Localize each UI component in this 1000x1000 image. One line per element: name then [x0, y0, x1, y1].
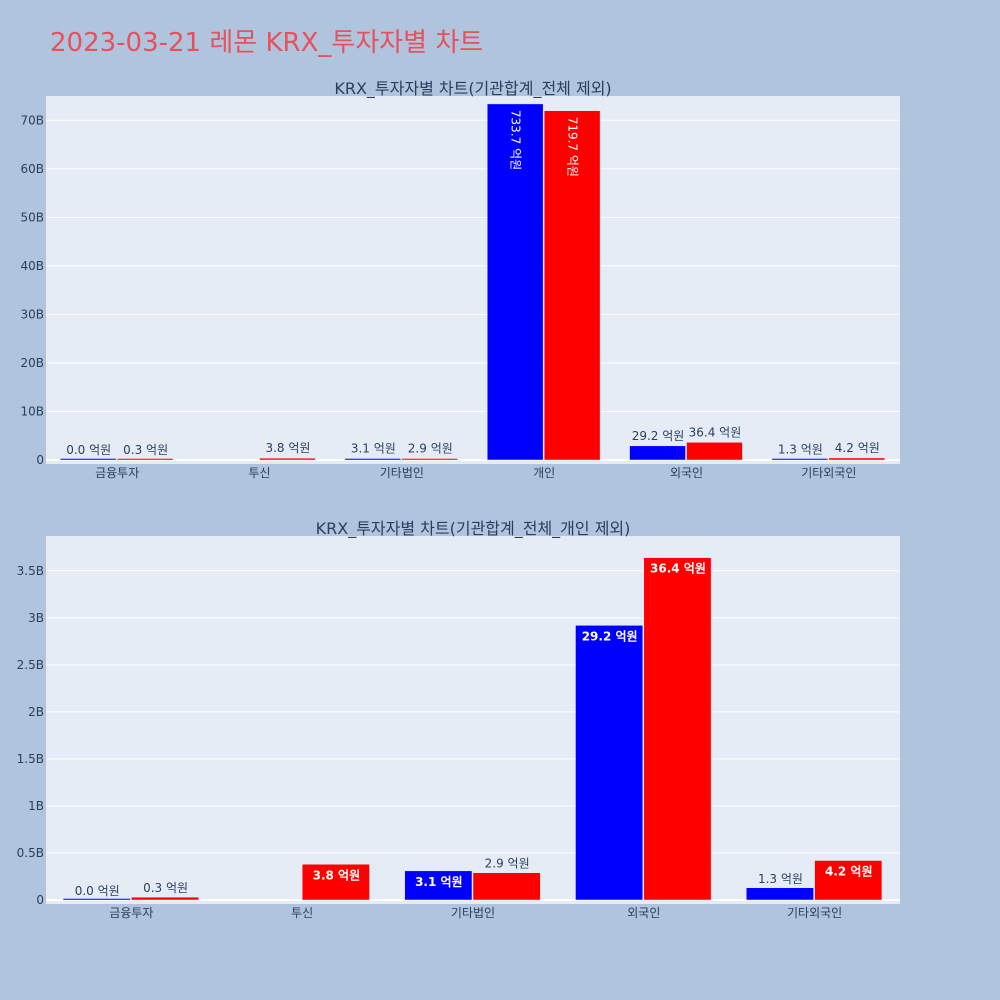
bar	[543, 110, 601, 461]
bar	[771, 458, 829, 461]
bar	[62, 898, 131, 901]
y-tick-label: 60B	[20, 162, 44, 176]
bar	[259, 457, 316, 461]
bar	[401, 458, 459, 461]
data-label: 36.4 억원	[650, 562, 706, 576]
data-label: 0.0 억원	[75, 884, 120, 898]
x-tick-label: 금융투자	[109, 906, 153, 920]
y-tick-label: 50B	[20, 210, 44, 224]
y-tick-label: 0.5B	[17, 846, 44, 860]
y-tick-label: 0	[36, 893, 44, 907]
data-label: 4.2 억원	[835, 441, 880, 455]
bar	[686, 442, 743, 461]
data-label: 0.3 억원	[143, 881, 188, 895]
data-label: 3.1 억원	[351, 441, 396, 455]
y-tick-label: 10B	[20, 404, 44, 418]
y-tick-label: 30B	[20, 307, 44, 321]
bar	[59, 458, 117, 461]
data-label: 1.3 억원	[778, 442, 823, 456]
data-label: 0.3 억원	[123, 443, 168, 457]
plot-area	[46, 536, 900, 904]
x-tick-label: 금융투자	[95, 466, 139, 480]
y-tick-label: 3B	[28, 611, 44, 625]
data-label: 36.4 억원	[689, 425, 742, 439]
x-tick-label: 투신	[248, 466, 270, 480]
x-tick-label: 기타외국인	[787, 906, 842, 920]
x-tick-label: 외국인	[670, 466, 703, 480]
bar	[746, 887, 814, 901]
data-label: 1.3 억원	[758, 872, 803, 886]
bar	[131, 896, 199, 901]
chart-title: KRX_투자자별 차트(기관합계_전체 제외)	[334, 79, 611, 99]
data-label: 719.7 억원	[566, 117, 580, 177]
chart-1: 0 10B 20B 30B 40B 50B 60B 70B KRX_투자자별 차트(기관합계_전…	[20, 79, 900, 480]
data-label: 29.2 억원	[582, 629, 638, 643]
x-tick-label: 투신	[291, 906, 313, 920]
bar	[472, 872, 541, 901]
data-label: 0.0 억원	[66, 443, 111, 457]
y-tick-label: 1B	[28, 799, 44, 813]
bar	[643, 557, 712, 901]
y-tick-label: 0	[36, 453, 44, 467]
x-tick-label: 기타법인	[451, 906, 495, 920]
data-label: 3.1 억원	[415, 875, 463, 889]
data-label: 3.8 억원	[313, 868, 361, 882]
x-tick-label: 개인	[533, 466, 555, 480]
y-tick-label: 20B	[20, 356, 44, 370]
bar	[404, 870, 473, 901]
data-label: 733.7 억원	[509, 110, 523, 170]
chart-2: 0 0.5B 1B 1.5B 2B 2.5B 3B 3.5B KRX_투자자별 차트(기관합계_…	[17, 519, 900, 920]
x-tick-label: 기타외국인	[801, 466, 856, 480]
bar	[828, 457, 886, 461]
bar	[629, 445, 686, 461]
y-tick-label: 2B	[28, 705, 44, 719]
bar	[814, 860, 883, 901]
data-label: 3.8 억원	[265, 441, 310, 455]
bar	[344, 458, 402, 461]
page-title: 2023-03-21 레몬 KRX_투자자별 차트	[50, 28, 484, 58]
y-tick-label: 3.5B	[17, 564, 44, 578]
bar	[486, 103, 544, 461]
data-label: 2.9 억원	[408, 442, 453, 456]
bar	[116, 458, 174, 461]
data-label: 29.2 억원	[632, 429, 685, 443]
chart-title: KRX_투자자별 차트(기관합계_전체_개인 제외)	[316, 519, 631, 539]
y-tick-label: 70B	[20, 113, 44, 127]
plot-area	[46, 96, 900, 464]
bar	[301, 864, 370, 901]
y-tick-label: 40B	[20, 259, 44, 273]
y-tick-label: 2.5B	[17, 658, 44, 672]
x-tick-label: 외국인	[627, 906, 660, 920]
y-tick-label: 1.5B	[17, 752, 44, 766]
bar	[575, 625, 644, 901]
x-tick-label: 기타법인	[380, 466, 424, 480]
data-label: 4.2 억원	[825, 864, 873, 878]
data-label: 2.9 억원	[485, 857, 530, 871]
